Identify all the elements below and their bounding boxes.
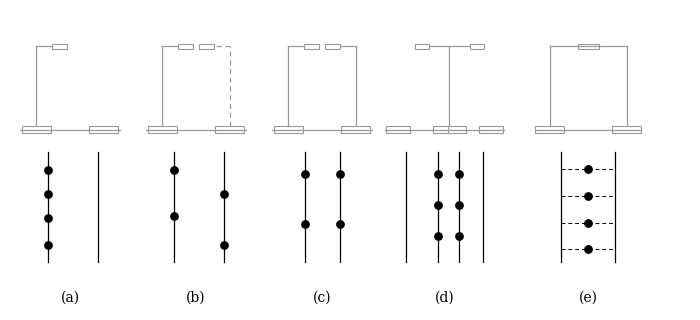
Point: [582, 166, 594, 171]
Bar: [415, 44, 429, 49]
Point: [582, 247, 594, 252]
Point: [168, 213, 179, 219]
Point: [334, 172, 345, 177]
Bar: [52, 44, 67, 49]
Point: [453, 172, 464, 177]
Bar: [535, 126, 564, 133]
Point: [42, 191, 53, 196]
Point: [299, 221, 310, 226]
Bar: [479, 126, 503, 133]
Bar: [578, 44, 598, 49]
Text: (d): (d): [435, 291, 454, 305]
Bar: [386, 126, 410, 133]
Point: [168, 167, 179, 172]
Point: [432, 172, 443, 177]
Point: [334, 221, 345, 226]
Bar: [304, 44, 319, 49]
Bar: [215, 126, 244, 133]
Text: (b): (b): [186, 291, 206, 305]
Point: [453, 233, 464, 238]
Point: [218, 242, 230, 247]
Bar: [199, 44, 214, 49]
Bar: [433, 126, 451, 133]
Bar: [341, 126, 370, 133]
Bar: [274, 126, 303, 133]
Text: (a): (a): [60, 291, 80, 305]
Bar: [325, 44, 340, 49]
Bar: [148, 126, 177, 133]
Text: (c): (c): [313, 291, 331, 305]
Bar: [178, 44, 193, 49]
Bar: [89, 126, 118, 133]
Text: (e): (e): [578, 291, 598, 305]
Point: [299, 172, 310, 177]
Bar: [470, 44, 484, 49]
Bar: [612, 126, 641, 133]
Point: [42, 167, 53, 172]
Point: [42, 242, 53, 247]
Point: [42, 216, 53, 221]
Bar: [448, 126, 466, 133]
Point: [432, 203, 443, 208]
Point: [453, 203, 464, 208]
Point: [582, 194, 594, 199]
Point: [218, 191, 230, 196]
Bar: [22, 126, 51, 133]
Point: [582, 220, 594, 225]
Point: [432, 233, 443, 238]
